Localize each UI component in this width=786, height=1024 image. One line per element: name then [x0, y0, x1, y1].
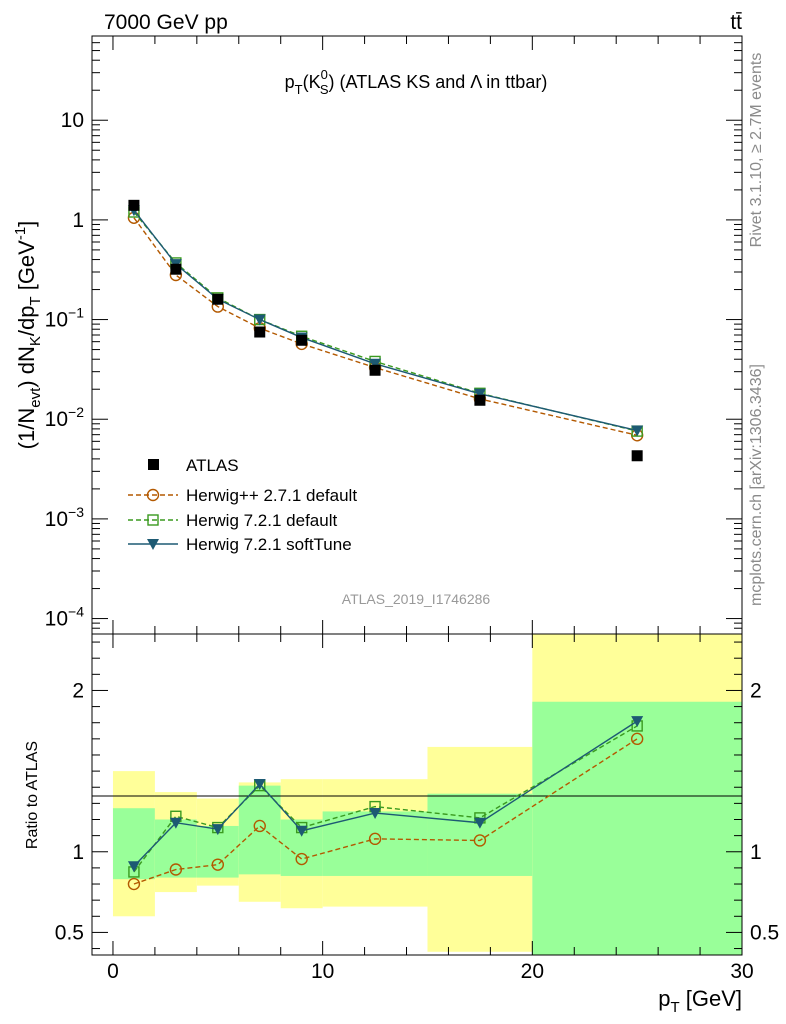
main-panel: 10 1 10−1 10−2 10−3 10−4 pT(K0 S) (ATLAS KS an…	[12, 35, 743, 635]
ratio-point	[127, 861, 140, 873]
main-ytick-label: 10−1	[45, 305, 85, 332]
legend-item-herwig721-default: Herwig 7.2.1 default	[128, 511, 337, 530]
ratio-point	[169, 817, 182, 829]
ratio-ytick-label-left: 2	[72, 679, 84, 702]
title-p: p	[285, 72, 295, 92]
data-point	[170, 263, 182, 275]
title-paren: (K	[303, 72, 321, 92]
ratio-point	[127, 877, 141, 891]
ratio-point	[368, 832, 382, 846]
ratio-point	[631, 716, 644, 728]
legend-marker-herwigpp	[146, 488, 160, 502]
ratio-line	[133, 738, 638, 885]
chart-title: pT(K0 S) (ATLAS KS and Λ in ttbar)	[285, 67, 548, 97]
legend-item-atlas: ATLAS	[148, 456, 239, 475]
series-3	[127, 205, 644, 437]
legend-marker-herwig721-softtune	[147, 539, 159, 550]
ratio-ytick-label-right: 1	[750, 841, 762, 864]
ratio-bands	[112, 634, 742, 955]
ratio-y-axis-label: Ratio to ATLAS	[24, 741, 41, 849]
data-point	[296, 334, 308, 346]
ratio-ytick-labels: 0.5 0.5 1 1 2 2	[55, 679, 779, 944]
main-ytick-label: 1	[72, 209, 84, 232]
mcplots-label: mcplots.cern.ch [arXiv:1306.3436]	[748, 364, 765, 606]
ratio-point	[473, 817, 486, 829]
ratio-point	[169, 863, 183, 876]
energy-label: 7000 GeV pp	[104, 11, 228, 34]
ratio-ytick-label-left: 1	[72, 841, 84, 864]
title-sub-s: S	[320, 82, 329, 97]
series-2	[128, 206, 643, 437]
legend-label-herwig721-softtune: Herwig 7.2.1 softTune	[186, 535, 352, 554]
ratio-ytick-label-right: 2	[750, 679, 762, 702]
ratio-panel: 0.5 0.5 1 1 2 2 0 10 20 30 Ratio to ATLAS pT [Ge…	[24, 633, 779, 1016]
series-0	[128, 199, 643, 462]
ratio-point	[295, 852, 308, 866]
ratio-point	[473, 834, 487, 847]
data-point	[631, 450, 643, 462]
legend-marker-atlas	[148, 459, 159, 470]
ratio-point	[211, 858, 225, 871]
ratio-series-0	[127, 732, 644, 891]
ratio-ytick-label-left: 0.5	[55, 921, 84, 944]
legend: ATLAS Herwig++ 2.7.1 default Herwig 7.2.…	[128, 456, 357, 554]
process-label: tt̄	[730, 11, 742, 34]
data-point	[369, 358, 382, 370]
main-ytick-label: 10−2	[45, 404, 85, 431]
legend-label-atlas: ATLAS	[186, 456, 239, 475]
data-point	[212, 293, 224, 305]
main-ytick-label: 10−3	[45, 504, 85, 531]
ratio-line	[133, 720, 638, 867]
ratio-frame	[91, 633, 743, 956]
x-tick-label: 20	[521, 960, 544, 983]
legend-label-herwigpp: Herwig++ 2.7.1 default	[186, 486, 357, 505]
series-line	[133, 217, 638, 436]
ratio-ticks	[92, 634, 743, 955]
title-rest: (ATLAS KS and Λ in ttbar)	[335, 72, 548, 92]
title-sub-t: T	[295, 82, 303, 97]
ratio-series	[127, 716, 644, 891]
data-point	[631, 425, 644, 437]
ratio-point	[253, 819, 266, 833]
ratio-point	[630, 732, 644, 746]
data-point	[253, 314, 266, 326]
main-ytick-label: 10	[61, 109, 84, 132]
analysis-annotation: ATLAS_2019_I1746286	[342, 591, 491, 607]
legend-item-herwig721-softtune: Herwig 7.2.1 softTune	[128, 535, 352, 554]
x-axis-label: pT [GeV]	[658, 986, 742, 1016]
data-point	[128, 199, 140, 211]
ratio-point	[211, 824, 224, 836]
legend-item-herwigpp: Herwig++ 2.7.1 default	[128, 486, 357, 505]
main-ytick-label: 10−4	[45, 604, 85, 631]
x-tick-labels: 0 10 20 30	[107, 960, 754, 983]
ratio-point	[369, 808, 382, 820]
series-line	[133, 209, 638, 432]
main-y-axis-label: (1/Nevt) dNK/dpT [GeV-1]	[12, 221, 44, 450]
main-series	[127, 199, 644, 462]
rivet-label: Rivet 3.1.10, ≥ 2.7M events	[748, 53, 765, 248]
ratio-ytick-label-right: 0.5	[750, 921, 779, 944]
series-line	[133, 211, 638, 432]
legend-label-herwig721-default: Herwig 7.2.1 default	[186, 511, 337, 530]
x-tick-label: 10	[311, 960, 334, 983]
ratio-point	[253, 779, 266, 791]
data-point	[369, 364, 381, 376]
title-paren-close: )	[329, 72, 335, 92]
x-tick-label: 0	[107, 960, 119, 983]
data-point	[473, 388, 486, 400]
title-sup-0: 0	[321, 67, 328, 82]
ratio-series-2	[127, 716, 644, 873]
series-1	[127, 211, 644, 442]
main-ytick-labels: 10 1 10−1 10−2 10−3 10−4	[45, 109, 85, 630]
main-ticks	[92, 35, 743, 635]
ratio-point	[295, 825, 308, 837]
x-tick-label: 30	[730, 960, 753, 983]
legend-marker-herwig721-default	[147, 514, 159, 526]
data-point	[474, 394, 486, 406]
uncertainty-band-stat	[532, 701, 742, 955]
data-point	[254, 326, 266, 338]
